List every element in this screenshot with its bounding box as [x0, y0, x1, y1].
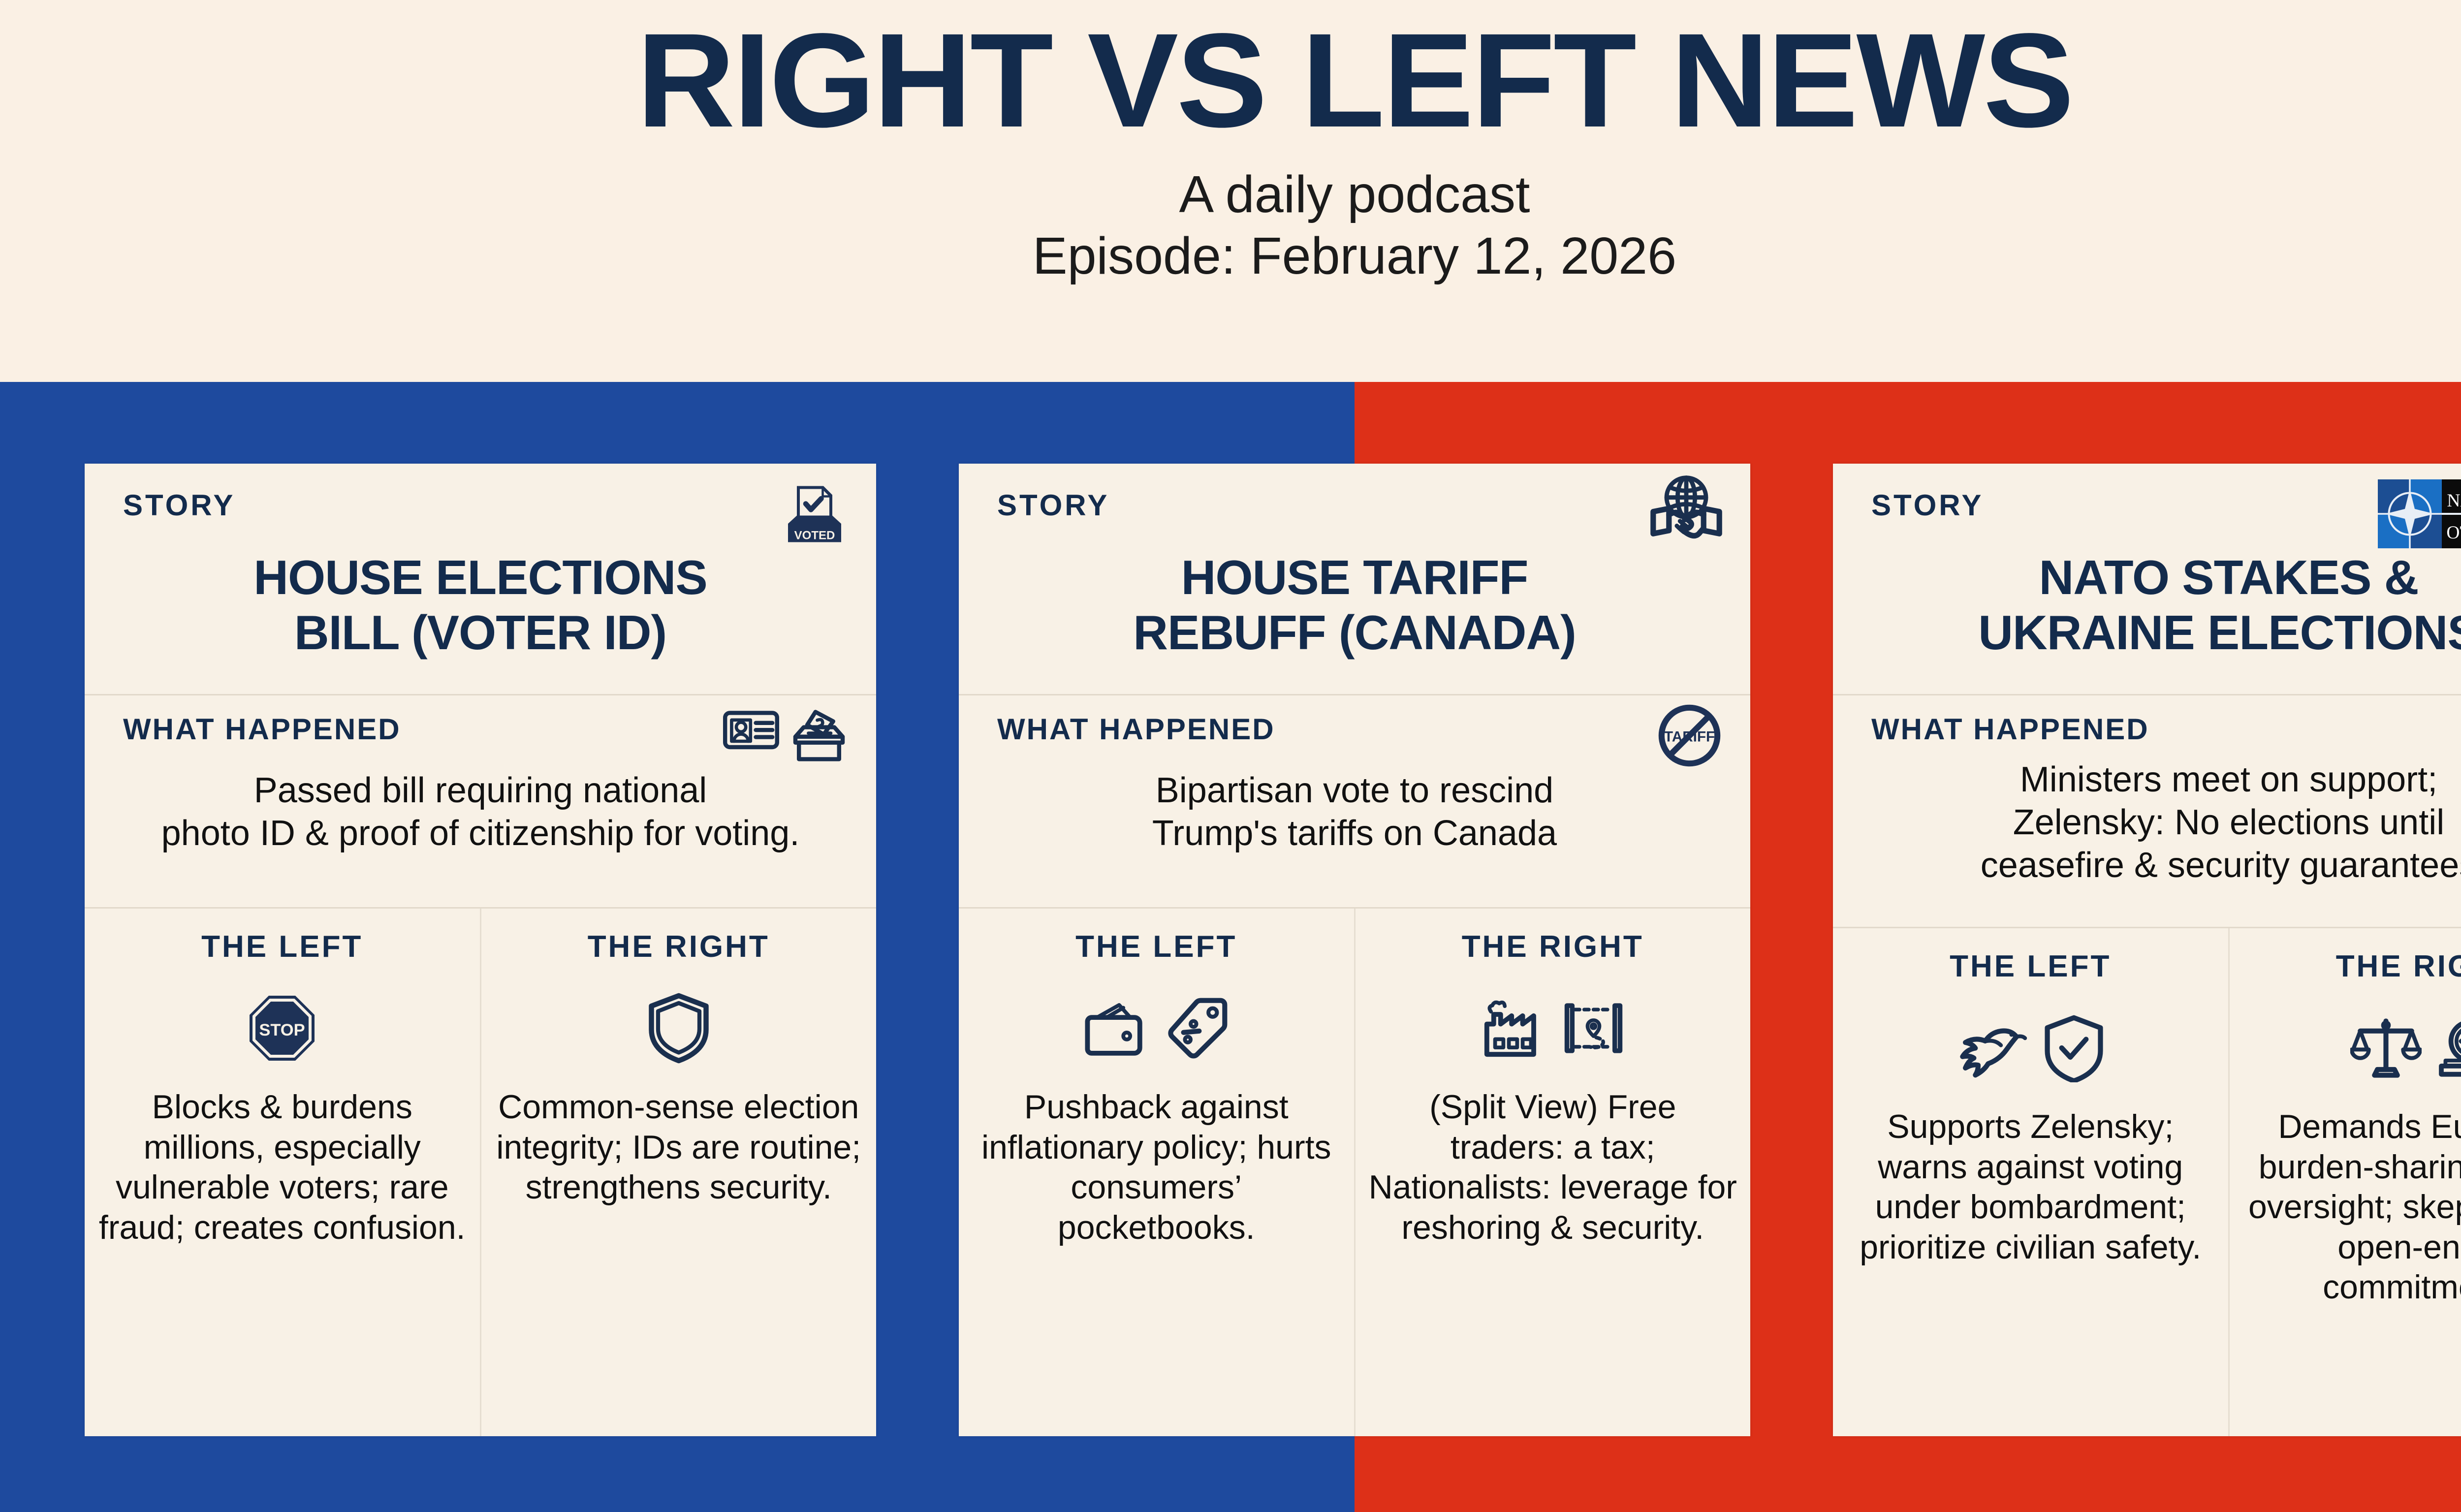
story-title-line1: HOUSE TARIFF [1181, 550, 1529, 604]
nato-ukraine-flags-icon: NATO OTAN [2378, 479, 2461, 548]
nato-logo-icon: NATO OTAN [2378, 479, 2461, 548]
left-label: THE LEFT [1075, 930, 1237, 964]
story-section: STORY HOUSE TARIFF REBUFF (CANADA) [959, 464, 1750, 695]
scales-icon [2350, 1018, 2422, 1078]
border-map-icon [1565, 1003, 1623, 1053]
story-title: HOUSE TARIFF REBUFF (CANADA) [959, 550, 1750, 660]
wh-line1: Bipartisan vote to rescind [1155, 771, 1554, 810]
right-perspective: THE RIGHT Common-sense election integrit… [479, 909, 877, 1436]
left-text: Blocks & burdens millions, especially vu… [98, 1088, 466, 1246]
story-title-line2: UKRAINE ELECTIONS [1978, 605, 2461, 660]
page-title: RIGHT VS LEFT NEWS [636, 5, 2075, 155]
story-kicker: STORY [123, 489, 236, 522]
globe-handshake-icon [1647, 473, 1726, 550]
no-tariff-icon: TARIFF [1658, 704, 1721, 767]
what-happened-icons [722, 702, 849, 766]
stop-icon-text: STOP [259, 1021, 305, 1040]
right-text: Common-sense election integrity; IDs are… [496, 1088, 861, 1206]
story-card-house-elections-bill[interactable]: STORY VOTED HOUSE ELECTIONS BILL (VOTER … [85, 464, 876, 1436]
wh-line3: ceasefire & security guarantees [1980, 846, 2461, 885]
dove-icon [1960, 1028, 2027, 1077]
left-text: Supports Zelensky; warns against voting … [1860, 1108, 2202, 1266]
story-title-line2: BILL (VOTER ID) [294, 605, 667, 660]
perspectives-section: THE LEFT Pushback against inflationary p… [959, 909, 1750, 1436]
right-icons [2350, 1004, 2461, 1092]
left-perspective: THE LEFT STOP Blocks & burdens millions,… [85, 909, 480, 1436]
right-perspective: THE RIGHT [2228, 928, 2461, 1436]
story-title-line1: HOUSE ELECTIONS [253, 550, 708, 604]
story-section: STORY VOTED HOUSE ELECTIONS BILL (VOTER … [85, 464, 876, 695]
right-icons [1479, 984, 1627, 1072]
what-happened-text: Ministers meet on support; Zelensky: No … [1833, 758, 2461, 887]
left-perspective: THE LEFT Supports Zelensky; warns agains… [1833, 928, 2228, 1436]
episode-label: Episode: February 12, 2026 [1032, 226, 1677, 285]
factory-icon [1484, 1000, 1537, 1057]
story-kicker: STORY [1871, 489, 1984, 522]
nato-icon-text-bottom: OTAN [2446, 523, 2461, 543]
what-happened-section: WHAT HAPPENED TARIFF Bipartisan vote to … [959, 695, 1750, 909]
story-kicker: STORY [997, 489, 1110, 522]
wh-line2: Trump's tariffs on Canada [1152, 814, 1557, 853]
right-text: Demands European burden-sharing & strict… [2248, 1108, 2461, 1306]
right-label: THE RIGHT [2335, 949, 2461, 983]
price-tag-icon [1168, 998, 1228, 1059]
wh-line2: photo ID & proof of citizenship for voti… [161, 814, 800, 853]
right-text: (Split View) Free traders: a tax; Nation… [1368, 1088, 1737, 1246]
perspectives-section: THE LEFT Supports Zelensky; warns agains… [1833, 928, 2461, 1436]
left-label: THE LEFT [1950, 949, 2112, 983]
wh-line1: Ministers meet on support; [2019, 760, 2438, 799]
what-happened-label: WHAT HAPPENED [997, 713, 1275, 746]
stop-sign-icon: STOP [250, 996, 315, 1061]
left-label: THE LEFT [201, 930, 363, 964]
left-icons [1083, 984, 1229, 1072]
right-perspective: THE RIGHT (S [1354, 909, 1751, 1436]
ballot-box-icon [793, 710, 845, 761]
shield-icon [649, 993, 709, 1064]
story-title-line2: REBUFF (CANADA) [1133, 605, 1577, 660]
what-happened-section: WHAT HAPPENED Passed bill requirin [85, 695, 876, 909]
wh-line1: Passed bill requiring national [253, 771, 707, 810]
magnifier-eye-icon [2439, 1021, 2461, 1077]
left-icons [1954, 1004, 2107, 1092]
shield-check-icon [2045, 1015, 2103, 1082]
right-label: THE RIGHT [1461, 930, 1644, 964]
what-happened-text: Passed bill requiring national photo ID … [85, 769, 876, 855]
voted-ballot-box-icon: VOTED [778, 473, 852, 547]
story-card-nato-stakes-ukraine-elections[interactable]: STORY NATO OTAN NATO STAKES [1833, 464, 2461, 1436]
story-section: STORY NATO OTAN NATO STAKES [1833, 464, 2461, 695]
wh-line2: Zelensky: No elections until [2013, 803, 2445, 843]
what-happened-section: WHAT HAPPENED Ministers meet on support;… [1833, 695, 2461, 928]
what-happened-text: Bipartisan vote to rescind Trump's tarif… [959, 769, 1750, 855]
left-text: Pushback against inflationary policy; hu… [981, 1088, 1331, 1246]
story-card-house-tariff-rebuff[interactable]: STORY HOUSE TARIFF REBUFF (CANADA) [959, 464, 1750, 1436]
page-header: RIGHT VS LEFT NEWS A daily podcast Episo… [0, 0, 2461, 382]
left-perspective: THE LEFT Pushback against inflationary p… [959, 909, 1354, 1436]
story-title-line1: NATO STAKES & [2039, 550, 2419, 604]
right-icons [644, 984, 713, 1072]
right-label: THE RIGHT [587, 930, 770, 964]
left-icons: STOP [245, 984, 319, 1072]
story-title: HOUSE ELECTIONS BILL (VOTER ID) [85, 550, 876, 660]
voted-icon-text: VOTED [794, 529, 835, 542]
story-title: NATO STAKES & UKRAINE ELECTIONS [1833, 550, 2461, 660]
wallet-icon [1085, 1003, 1142, 1056]
what-happened-label: WHAT HAPPENED [1871, 713, 2149, 746]
id-card-icon [723, 711, 779, 750]
nato-icon-text-top: NATO [2447, 491, 2461, 511]
perspectives-section: THE LEFT STOP Blocks & burdens millions,… [85, 909, 876, 1436]
what-happened-label: WHAT HAPPENED [123, 713, 401, 746]
what-happened-icons: TARIFF [1656, 702, 1723, 769]
tagline: A daily podcast [1179, 165, 1530, 223]
